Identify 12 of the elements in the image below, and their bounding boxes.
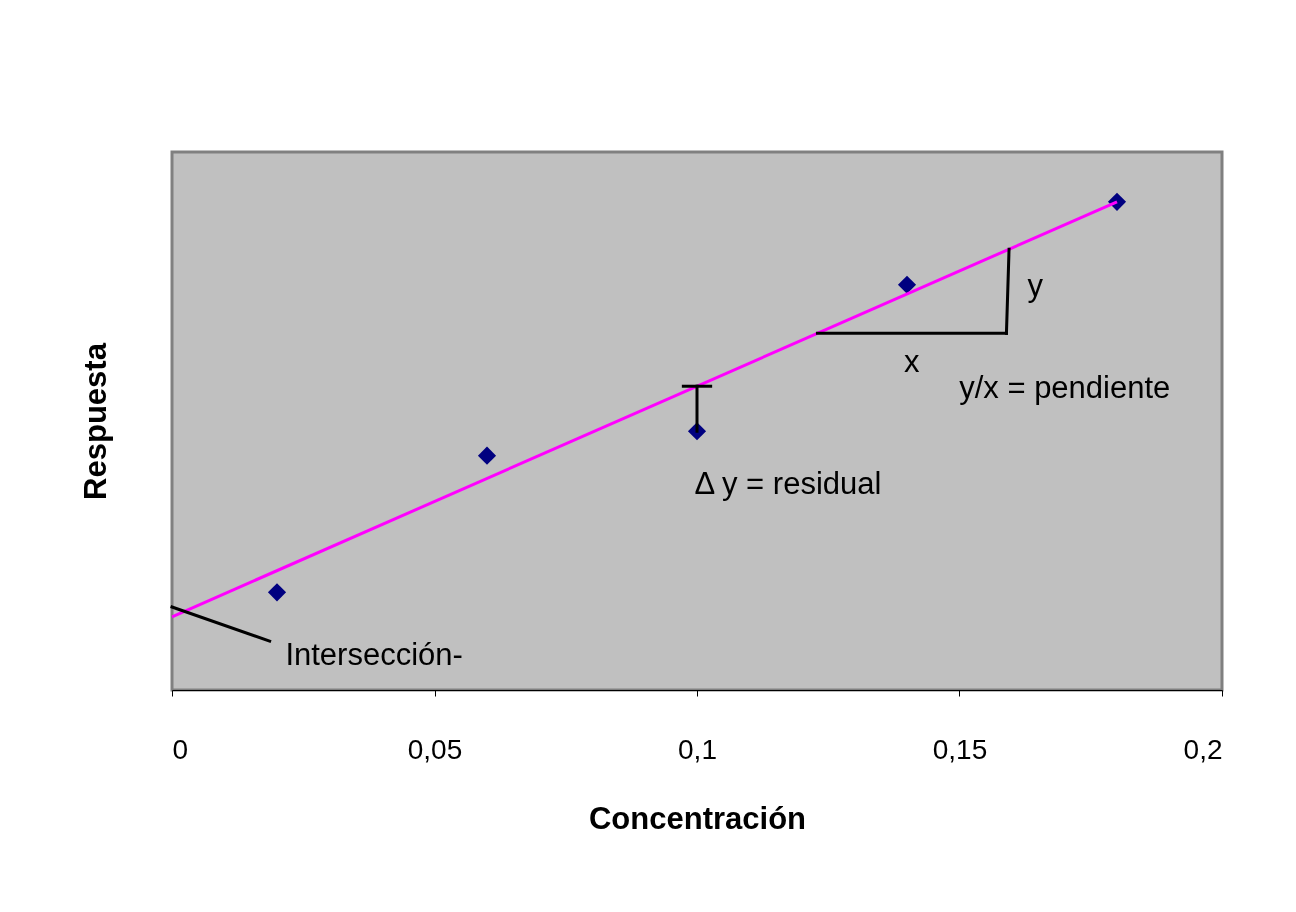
annotation: y/x = pendiente	[959, 370, 1171, 406]
x-tick-label: 0,05	[407, 733, 463, 765]
annotation: x	[904, 343, 921, 379]
x-tick-label: 0	[172, 733, 189, 765]
annotation: Δ y = residual	[694, 465, 882, 501]
x-tick-label: 0,1	[678, 733, 717, 765]
annotation: Intersección-	[285, 636, 463, 672]
annotation: y	[1027, 267, 1044, 303]
y-axis-title: Respuesta	[77, 342, 113, 500]
x-tick-label: 0,15	[932, 733, 988, 765]
x-axis-title: Concentración	[588, 800, 807, 836]
x-tick-label: 0,2	[1183, 733, 1223, 765]
